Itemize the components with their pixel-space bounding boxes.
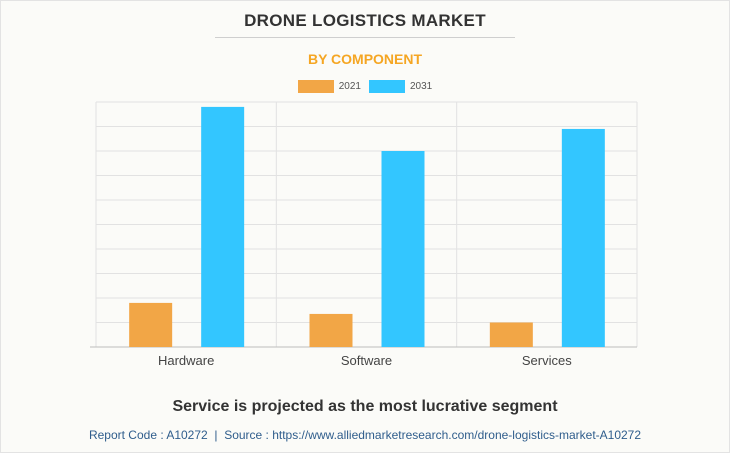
bar-services-2031 <box>561 128 605 347</box>
report-footer: Report Code : A10272 | Source : https://… <box>0 428 730 442</box>
bar-hardware-2021 <box>129 302 173 347</box>
bar-software-2021 <box>309 313 353 347</box>
legend-item-2021[interactable]: 2021 <box>297 80 361 93</box>
source-link[interactable]: Source : https://www.alliedmarketresearc… <box>224 428 642 442</box>
legend-swatch-2031 <box>369 80 405 93</box>
chart-subtitle: BY COMPONENT <box>307 51 423 67</box>
legend-swatch-2021 <box>297 80 334 93</box>
chart-title: DRONE LOGISTICS MARKET <box>244 11 486 30</box>
legend-label-2031: 2031 <box>410 81 433 92</box>
bar-software-2031 <box>381 151 425 347</box>
legend-item-2031[interactable]: 2031 <box>369 80 432 93</box>
footer-separator: | <box>214 428 218 442</box>
chart-legend: 2021 2031 <box>0 80 730 93</box>
bar-services-2021 <box>489 322 533 347</box>
bar-hardware-2031 <box>201 106 245 348</box>
x-tick-label-hardware: Hardware <box>158 353 214 368</box>
x-tick-label-software: Software <box>341 353 392 368</box>
title-divider <box>215 37 515 38</box>
report-code: Report Code : A10272 <box>88 428 208 442</box>
legend-label-2021: 2021 <box>338 81 361 92</box>
chart-caption: Service is projected as the most lucrati… <box>172 398 558 415</box>
x-tick-label-services: Services <box>522 353 572 368</box>
